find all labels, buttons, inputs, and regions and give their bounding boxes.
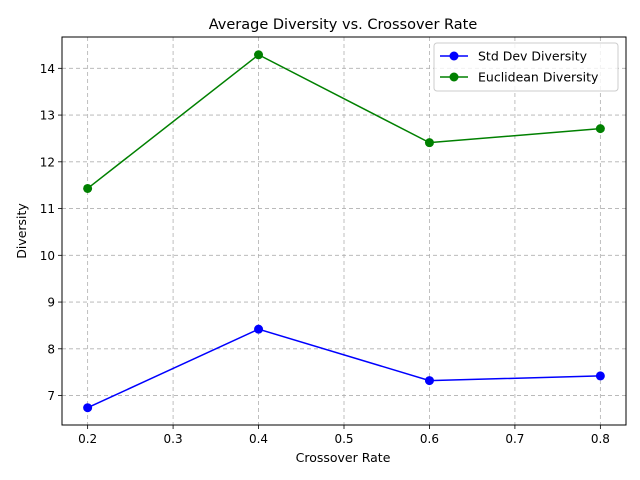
x-tick-label: 0.2 [78, 432, 97, 446]
data-point [595, 371, 605, 381]
grid [62, 37, 626, 425]
data-point [424, 138, 434, 148]
series-line [87, 53, 601, 190]
y-axis-label: Diversity [14, 203, 29, 259]
chart-title: Average Diversity vs. Crossover Rate [209, 17, 478, 33]
series-0 [83, 324, 605, 413]
data-point [424, 376, 434, 386]
legend-box [433, 42, 619, 92]
x-tick-label: 0.8 [591, 432, 610, 446]
legend-label-euclidean: Euclidean Diversity [478, 70, 599, 85]
series-1 [83, 50, 605, 193]
y-tick-label: 9 [47, 296, 55, 310]
legend-marker-std-dev [449, 51, 459, 61]
y-tick-label: 8 [47, 342, 55, 356]
y-tick-label: 7 [47, 389, 55, 403]
x-tick-label: 0.7 [505, 432, 524, 446]
y-axis-ticks: 7 8 9 10 11 12 13 14 [40, 62, 62, 403]
x-tick-label: 0.5 [334, 432, 353, 446]
legend-marker-euclidean [449, 72, 459, 82]
x-tick-label: 0.3 [164, 432, 183, 446]
legend: Std Dev Diversity Euclidean Diversity [433, 42, 619, 92]
data-point [83, 183, 93, 193]
data-point [254, 324, 264, 334]
y-tick-label: 11 [40, 202, 55, 216]
y-tick-label: 12 [40, 155, 55, 169]
x-tick-label: 0.4 [249, 432, 268, 446]
y-tick-label: 10 [40, 249, 55, 263]
x-axis-ticks: 0.2 0.3 0.4 0.5 0.6 0.7 0.8 [78, 425, 610, 446]
legend-label-std-dev: Std Dev Diversity [478, 49, 588, 64]
x-axis-label: Crossover Rate [296, 450, 391, 465]
data-point [595, 124, 605, 134]
data-point [254, 50, 264, 60]
y-tick-label: 14 [40, 62, 55, 76]
series-line [87, 328, 601, 409]
series-lines [83, 50, 605, 413]
y-tick-label: 13 [40, 109, 55, 123]
data-point [83, 403, 93, 413]
x-tick-label: 0.6 [420, 432, 439, 446]
